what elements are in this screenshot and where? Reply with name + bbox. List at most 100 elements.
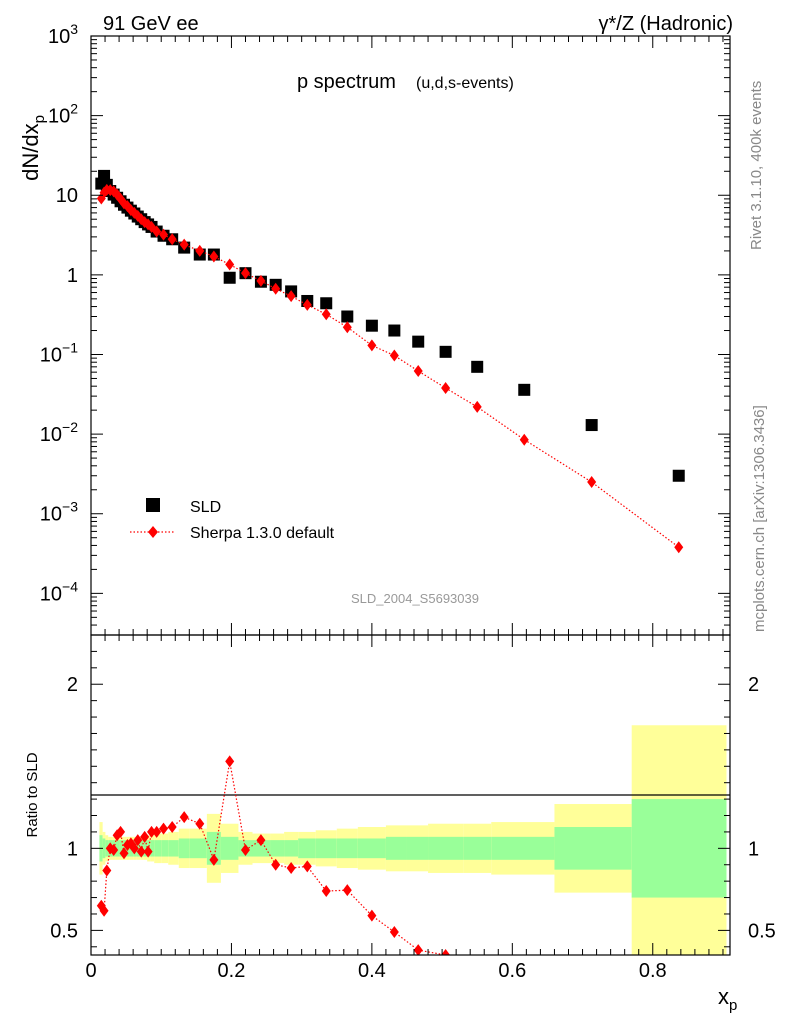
ratio-band-inner [463,836,492,860]
ratio-band-inner [491,836,555,860]
ratio-plot-area [96,755,683,997]
legend-sherpa-marker [148,526,158,538]
x-tick-label: 0.2 [218,960,246,982]
ratio-sherpa-point [256,834,266,847]
ratio-sherpa-point [302,860,312,873]
ratio-y-tick-label-right: 0.5 [748,920,776,942]
sherpa-data-point [209,250,219,263]
ratio-tick-labels: 0.5 0.5 1 1 2 2 0 0.2 0.4 0.6 0.8 [50,674,776,982]
ratio-frame [90,634,731,956]
plot-title: p spectrum [297,71,396,93]
x-tick-label: 0.6 [498,960,526,982]
ratio-band-inner [554,827,632,870]
sherpa-data-point [240,267,250,280]
mcplots-label: mcplots.cern.ch [arXiv:1306.3436] [751,405,768,632]
ratio-band-inner [270,840,285,857]
ratio-sherpa-point [102,864,112,877]
sherpa-data-point [342,321,352,334]
y-tick-label: 103 [48,21,78,48]
sld-data-point [585,419,598,432]
sld-data-point [341,310,354,323]
ratio-band-inner [428,836,464,860]
ratio-band-inner [252,840,271,857]
sherpa-data-point [674,541,684,554]
ratio-band-inner [168,840,179,857]
ratio-sherpa-point [109,843,119,856]
ratio-sherpa-point [389,926,399,939]
ratio-sherpa-point [674,985,683,997]
ratio-band-inner [220,836,239,860]
sld-data-point [223,271,236,284]
y-tick-label: 10−4 [40,578,78,605]
sld-data-point [412,335,425,348]
ratio-band-inner [189,838,207,859]
x-tick-label: 0 [85,960,96,982]
ratio-sherpa-point [179,811,189,824]
x-tick-label: 0.4 [358,960,386,982]
sld-data-point [672,469,685,482]
y-tick-label: 10−3 [40,499,78,526]
ratio-uncertainty-bands [99,725,727,955]
y-tick-label: 1 [67,265,78,287]
sherpa-data-point [286,290,296,303]
sherpa-data-point [302,298,312,311]
ratio-y-axis-label: Ratio to SLD [24,752,41,837]
legend-sld-marker [146,498,160,512]
sherpa-data-point [413,365,423,378]
sld-data-point [439,345,452,358]
sld-data-point [365,319,378,332]
sherpa-data-point [367,339,377,352]
ratio-sherpa-point [119,847,129,860]
ratio-band-inner [115,840,120,857]
sld-data-point [518,383,531,396]
sherpa-data-point [225,258,235,271]
ratio-band-inner [315,838,337,859]
y-tick-label: 10−1 [40,339,78,366]
ratio-band-inner [161,840,169,857]
ratio-sherpa-point [271,858,281,871]
header-left-label: 91 GeV ee [103,13,199,35]
ratio-y-tick-label-right: 1 [748,838,759,860]
ratio-y-tick-label-left: 0.5 [50,920,78,942]
main-y-axis-label: dN/dxp [18,115,48,181]
ratio-sherpa-point [209,853,219,866]
y-tick-label: 102 [48,101,78,128]
ratio-axis-ticks [90,635,730,955]
sherpa-data-point [152,225,162,238]
sld-data-point [320,297,333,310]
ratio-y-tick-label-left: 1 [67,838,78,860]
ratio-sherpa-point [133,834,143,847]
ratio-band-inner [143,840,148,857]
ratio-band-inner [357,838,386,859]
ratio-sherpa-point [129,842,139,855]
ratio-sherpa-point [159,822,169,835]
ratio-sherpa-point [195,817,205,830]
rivet-version-label: Rivet 3.1.10, 400k events [748,81,765,250]
ratio-sherpa-point [140,830,150,843]
ratio-band-inner [385,836,407,860]
ratio-sherpa-point [136,845,146,858]
main-plot-area [95,169,685,554]
sherpa-data-point [441,381,451,394]
legend-sld-label: SLD [190,499,221,516]
ratio-sherpa-point [116,825,126,838]
x-tick-label: 0.8 [639,960,667,982]
sld-data-point [388,324,401,337]
sherpa-data-point [519,433,529,446]
ratio-y-tick-label-left: 2 [67,674,78,696]
ratio-sherpa-point [367,909,377,922]
ratio-sherpa-point [321,885,331,897]
ratio-band-inner [336,838,358,859]
ratio-band-inner [154,840,162,857]
ratio-band-inner [298,838,316,859]
ratio-sherpa-point [152,825,162,838]
ratio-band-inner [150,840,155,857]
ratio-sherpa-point [143,845,153,858]
ratio-sherpa-point [441,949,451,955]
ratio-sherpa-point [413,944,423,955]
sherpa-data-point [256,274,266,287]
ratio-band-inner [206,831,221,865]
header-right-label: γ*/Z (Hadronic) [599,13,733,35]
sherpa-data-point [271,282,281,295]
